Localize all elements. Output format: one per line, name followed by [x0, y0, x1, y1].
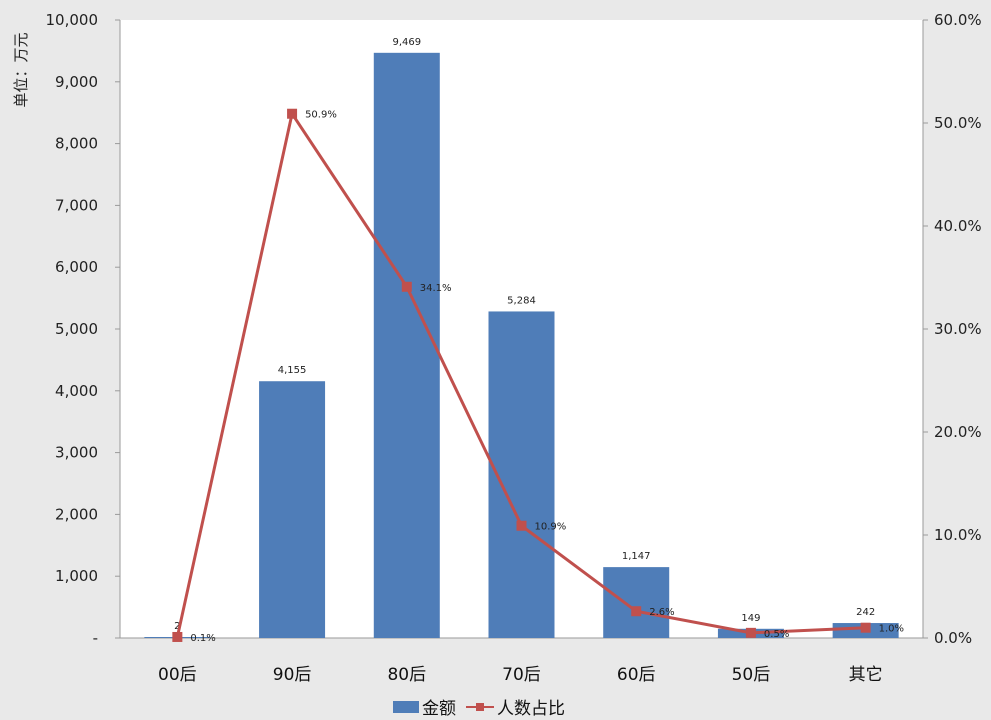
left-tick-label: 7,000 — [55, 196, 98, 214]
percent-value-label: 2.6% — [649, 607, 674, 618]
right-tick-label: 0.0% — [934, 629, 972, 647]
percent-marker — [860, 622, 871, 633]
category-labels: 00后 90后 80后 70后 60后 50后 其它 — [158, 665, 883, 685]
category-label: 70后 — [502, 665, 541, 685]
right-axis-ticks: 0.0% 10.0% 20.0% 30.0% 40.0% 50.0% 60.0% — [923, 11, 982, 647]
legend-line-marker — [476, 703, 484, 711]
legend-bar-label: 金额 — [422, 699, 456, 719]
right-tick-label: 20.0% — [934, 423, 982, 441]
percent-marker — [631, 606, 642, 617]
left-tick-label: 4,000 — [55, 382, 98, 400]
category-label: 00后 — [158, 665, 197, 685]
bar-value-label: 1,147 — [622, 551, 651, 562]
right-tick-label: 30.0% — [934, 320, 982, 338]
line-series: 0.1% 50.9% 34.1% 10.9% 2.6% 0.5% 1.0% — [172, 108, 904, 644]
right-tick-label: 50.0% — [934, 114, 982, 132]
right-tick-label: 60.0% — [934, 11, 982, 29]
category-label: 其它 — [849, 665, 883, 685]
bar — [603, 567, 670, 638]
left-tick-label: - — [93, 629, 98, 647]
bar-value-label: 2 — [174, 621, 180, 632]
percent-marker — [172, 631, 183, 642]
right-tick-label: 40.0% — [934, 217, 982, 235]
percent-value-label: 0.1% — [190, 633, 215, 644]
percent-value-label: 34.1% — [420, 283, 452, 294]
percent-marker — [745, 627, 756, 638]
bar-value-label: 149 — [741, 613, 760, 624]
legend: 金额 人数占比 — [393, 699, 565, 719]
bar — [259, 381, 326, 638]
percent-value-label: 50.9% — [305, 110, 337, 121]
percent-marker — [401, 281, 412, 292]
category-label: 90后 — [273, 665, 312, 685]
percent-marker — [516, 520, 527, 531]
category-label: 80后 — [387, 665, 426, 685]
bar-value-label: 4,155 — [278, 365, 307, 376]
legend-bar-swatch — [393, 701, 419, 713]
category-label: 60后 — [617, 665, 656, 685]
right-tick-label: 10.0% — [934, 526, 982, 544]
legend-line-label: 人数占比 — [497, 699, 565, 719]
bar-value-label: 9,469 — [392, 37, 421, 48]
bar — [488, 311, 555, 638]
left-axis-ticks: - 1,000 2,000 3,000 4,000 5,000 6,000 7,000 8,00… — [46, 11, 120, 647]
left-tick-label: 6,000 — [55, 258, 98, 276]
bar — [373, 52, 440, 639]
bar-value-label: 242 — [856, 607, 875, 618]
left-tick-label: 9,000 — [55, 73, 98, 91]
percent-marker — [287, 108, 298, 119]
left-tick-label: 5,000 — [55, 320, 98, 338]
left-tick-label: 10,000 — [46, 11, 99, 29]
percent-value-label: 10.9% — [535, 522, 567, 533]
percent-value-label: 1.0% — [879, 624, 904, 635]
y-axis-title: 单位：万元 — [12, 32, 30, 107]
bar-value-label: 5,284 — [507, 295, 536, 306]
left-tick-label: 2,000 — [55, 505, 98, 523]
left-tick-label: 8,000 — [55, 135, 98, 153]
category-label: 50后 — [732, 665, 771, 685]
left-tick-label: 1,000 — [55, 567, 98, 585]
percent-value-label: 0.5% — [764, 629, 789, 640]
left-tick-label: 3,000 — [55, 444, 98, 462]
